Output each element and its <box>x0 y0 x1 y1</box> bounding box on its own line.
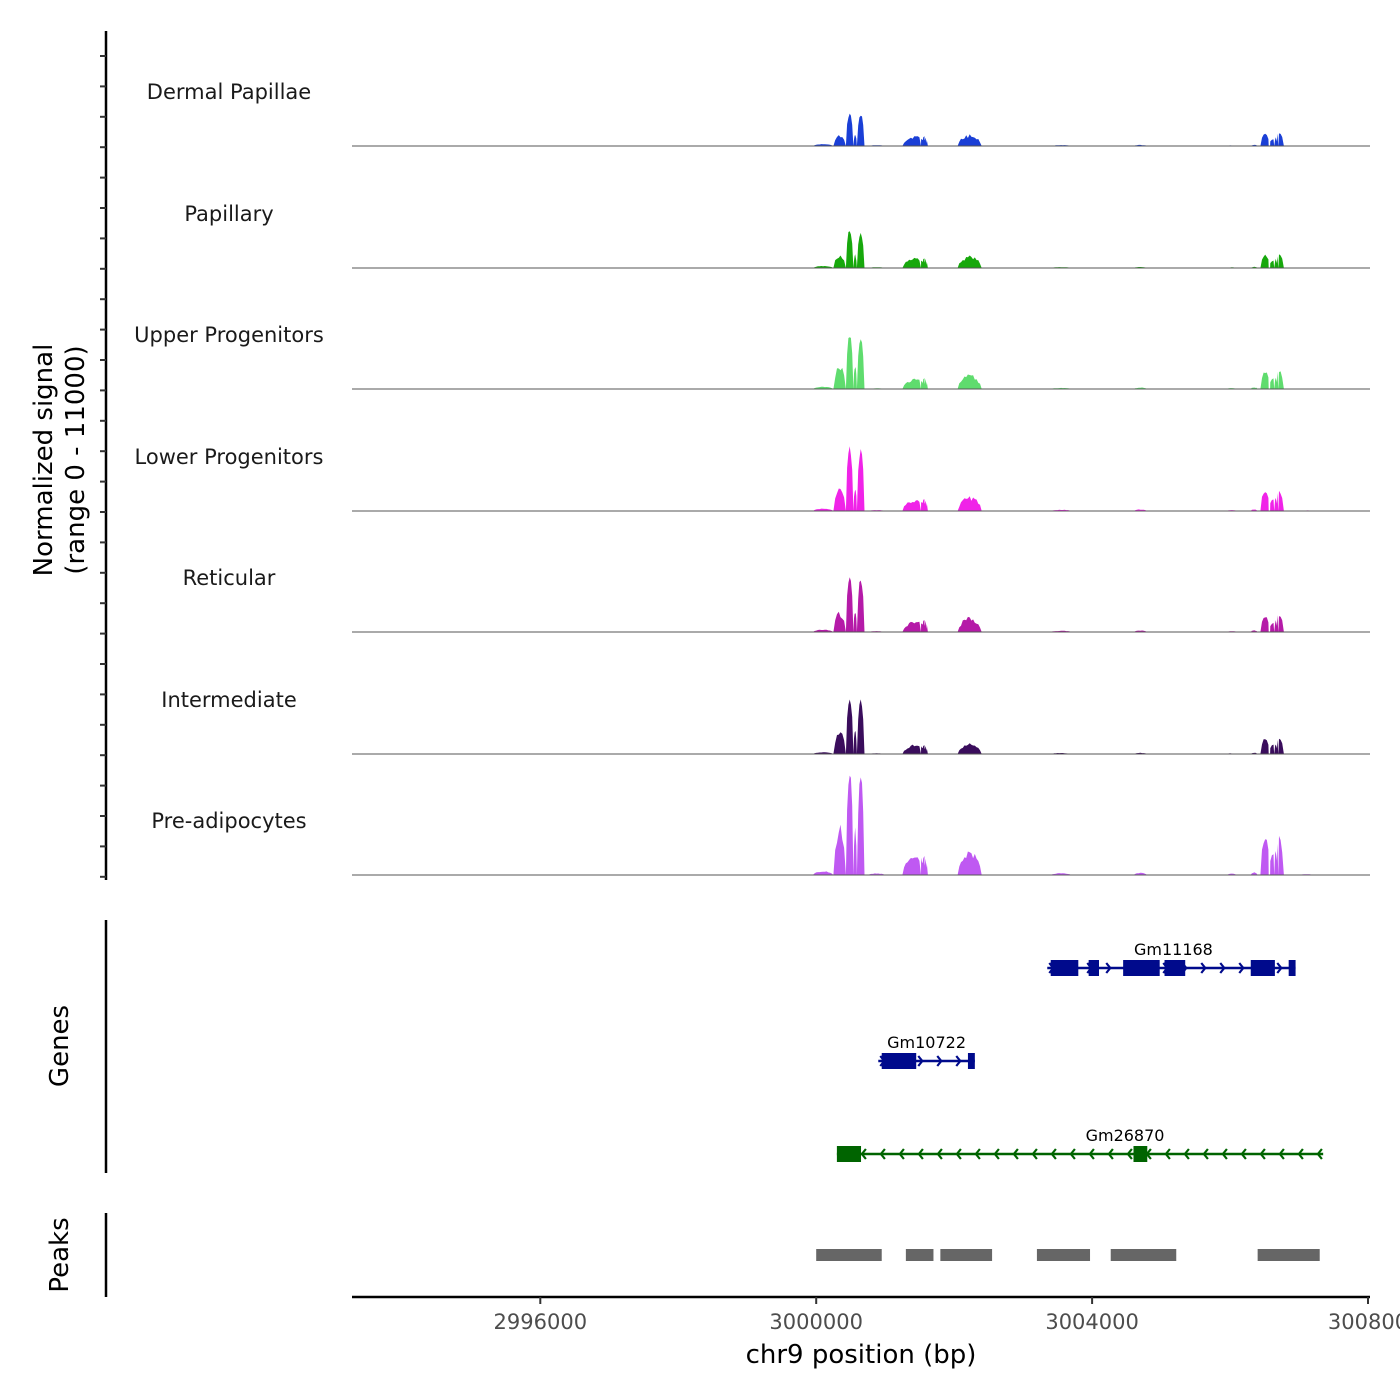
gene-exon <box>1050 960 1079 976</box>
coverage-area <box>352 577 1368 632</box>
coverage-area <box>352 231 1368 268</box>
coverage-track-upper-progenitors: Upper Progenitors <box>134 323 1370 390</box>
genes-panel-label: Genes <box>45 1005 75 1087</box>
peak-region <box>1257 1249 1320 1261</box>
strand-arrow-icon <box>917 1148 924 1160</box>
peak-regions <box>816 1249 1320 1261</box>
strand-arrow-icon <box>1316 1148 1323 1160</box>
strand-arrow-icon <box>1259 1148 1266 1160</box>
coverage-y-axis <box>100 31 108 880</box>
strand-arrow-icon <box>1126 1148 1133 1160</box>
gene-exon <box>836 1146 862 1162</box>
gene-models: Gm11168 Gm10722 Gm26870 <box>836 940 1324 1162</box>
strand-arrow-icon <box>917 1055 924 1067</box>
coverage-tracks: Dermal Papillae Papillary Upper Progenitor… <box>134 80 1370 876</box>
gene-exon <box>881 1053 917 1069</box>
track-label: Upper Progenitors <box>134 323 324 347</box>
strand-arrow-icon <box>936 1148 943 1160</box>
gene-exon <box>1133 1146 1148 1162</box>
coverage-track-dermal-papillae: Dermal Papillae <box>147 80 1370 147</box>
track-label: Lower Progenitors <box>135 445 324 469</box>
strand-arrow-icon <box>1238 962 1245 974</box>
gene-exon <box>1288 960 1296 976</box>
coverage-area <box>352 446 1368 511</box>
gene-label: Gm26870 <box>1086 1126 1165 1145</box>
gene-exon <box>1164 960 1186 976</box>
x-tick-label: 2996000 <box>494 1310 588 1334</box>
x-tick-label: 300800 <box>1328 1310 1400 1334</box>
strand-arrow-icon <box>860 1148 867 1160</box>
strand-arrow-icon <box>1221 1148 1228 1160</box>
strand-arrow-icon <box>1278 1148 1285 1160</box>
gene-exon <box>1088 960 1099 976</box>
coverage-y-axis-title: Normalized signal (range 0 - 11000) <box>29 344 91 577</box>
gene-gm11168: Gm11168 <box>1047 940 1296 976</box>
strand-arrow-icon <box>993 1148 1000 1160</box>
strand-arrow-icon <box>1069 1148 1076 1160</box>
track-label: Dermal Papillae <box>147 80 311 104</box>
strand-arrow-icon <box>1183 1148 1190 1160</box>
strand-arrow-icon <box>1297 1148 1304 1160</box>
gene-label: Gm10722 <box>887 1033 966 1052</box>
strand-arrow-icon <box>1088 1148 1095 1160</box>
strand-arrow-icon <box>1107 1148 1114 1160</box>
strand-arrow-icon <box>955 1148 962 1160</box>
gene-label: Gm11168 <box>1134 940 1213 959</box>
track-label: Pre-adipocytes <box>151 809 306 833</box>
x-axis-title: chr9 position (bp) <box>746 1340 977 1370</box>
x-tick-label: 3004000 <box>1045 1310 1139 1334</box>
track-label: Papillary <box>184 202 273 226</box>
strand-arrow-icon <box>1219 962 1226 974</box>
coverage-track-lower-progenitors: Lower Progenitors <box>135 445 1370 512</box>
y-axis-title-line1: Normalized signal <box>29 344 59 577</box>
coverage-area <box>352 699 1368 754</box>
coverage-track-intermediate: Intermediate <box>161 688 1370 755</box>
y-axis-title-line2: (range 0 - 11000) <box>61 345 91 574</box>
peak-region <box>1110 1249 1177 1261</box>
gene-exon <box>967 1053 975 1069</box>
strand-arrow-icon <box>1050 1148 1057 1160</box>
coverage-area <box>352 775 1368 875</box>
coverage-track-reticular: Reticular <box>183 566 1370 633</box>
gene-exon <box>1123 960 1160 976</box>
peak-region <box>905 1249 934 1261</box>
strand-arrow-icon <box>936 1055 943 1067</box>
peak-region <box>816 1249 882 1261</box>
peak-region <box>940 1249 993 1261</box>
strand-arrow-icon <box>879 1148 886 1160</box>
track-label: Reticular <box>183 566 276 590</box>
x-axis: 2996000 3000000 3004000 300800 chr9 positio… <box>352 1295 1400 1370</box>
strand-arrow-icon <box>1164 1148 1171 1160</box>
coverage-track-papillary: Papillary <box>184 202 1370 269</box>
strand-arrow-icon <box>1240 1148 1247 1160</box>
peak-region <box>1036 1249 1091 1261</box>
coverage-area <box>352 113 1368 146</box>
x-tick-label: 3000000 <box>769 1310 863 1334</box>
coverage-area <box>352 337 1368 389</box>
peaks-panel: Peaks <box>45 1213 1320 1297</box>
strand-arrow-icon <box>898 1148 905 1160</box>
strand-arrow-icon <box>1276 962 1283 974</box>
x-axis-ticks: 2996000 3000000 3004000 300800 <box>494 1297 1400 1334</box>
strand-arrow-icon <box>1031 1148 1038 1160</box>
strand-arrow-icon <box>1202 1148 1209 1160</box>
gene-gm26870: Gm26870 <box>836 1126 1324 1162</box>
strand-arrow-icon <box>1200 962 1207 974</box>
strand-arrow-icon <box>955 1055 962 1067</box>
strand-arrow-icon <box>974 1148 981 1160</box>
peaks-panel-label: Peaks <box>45 1217 75 1292</box>
strand-arrow-icon <box>1012 1148 1019 1160</box>
strand-arrow-icon <box>1105 962 1112 974</box>
gene-exon <box>1250 960 1275 976</box>
gene-gm10722: Gm10722 <box>878 1033 975 1069</box>
genes-panel: Genes Gm11168 Gm10722 Gm26870 <box>45 920 1324 1173</box>
track-label: Intermediate <box>161 688 297 712</box>
coverage-track-pre-adipocytes: Pre-adipocytes <box>151 775 1370 876</box>
